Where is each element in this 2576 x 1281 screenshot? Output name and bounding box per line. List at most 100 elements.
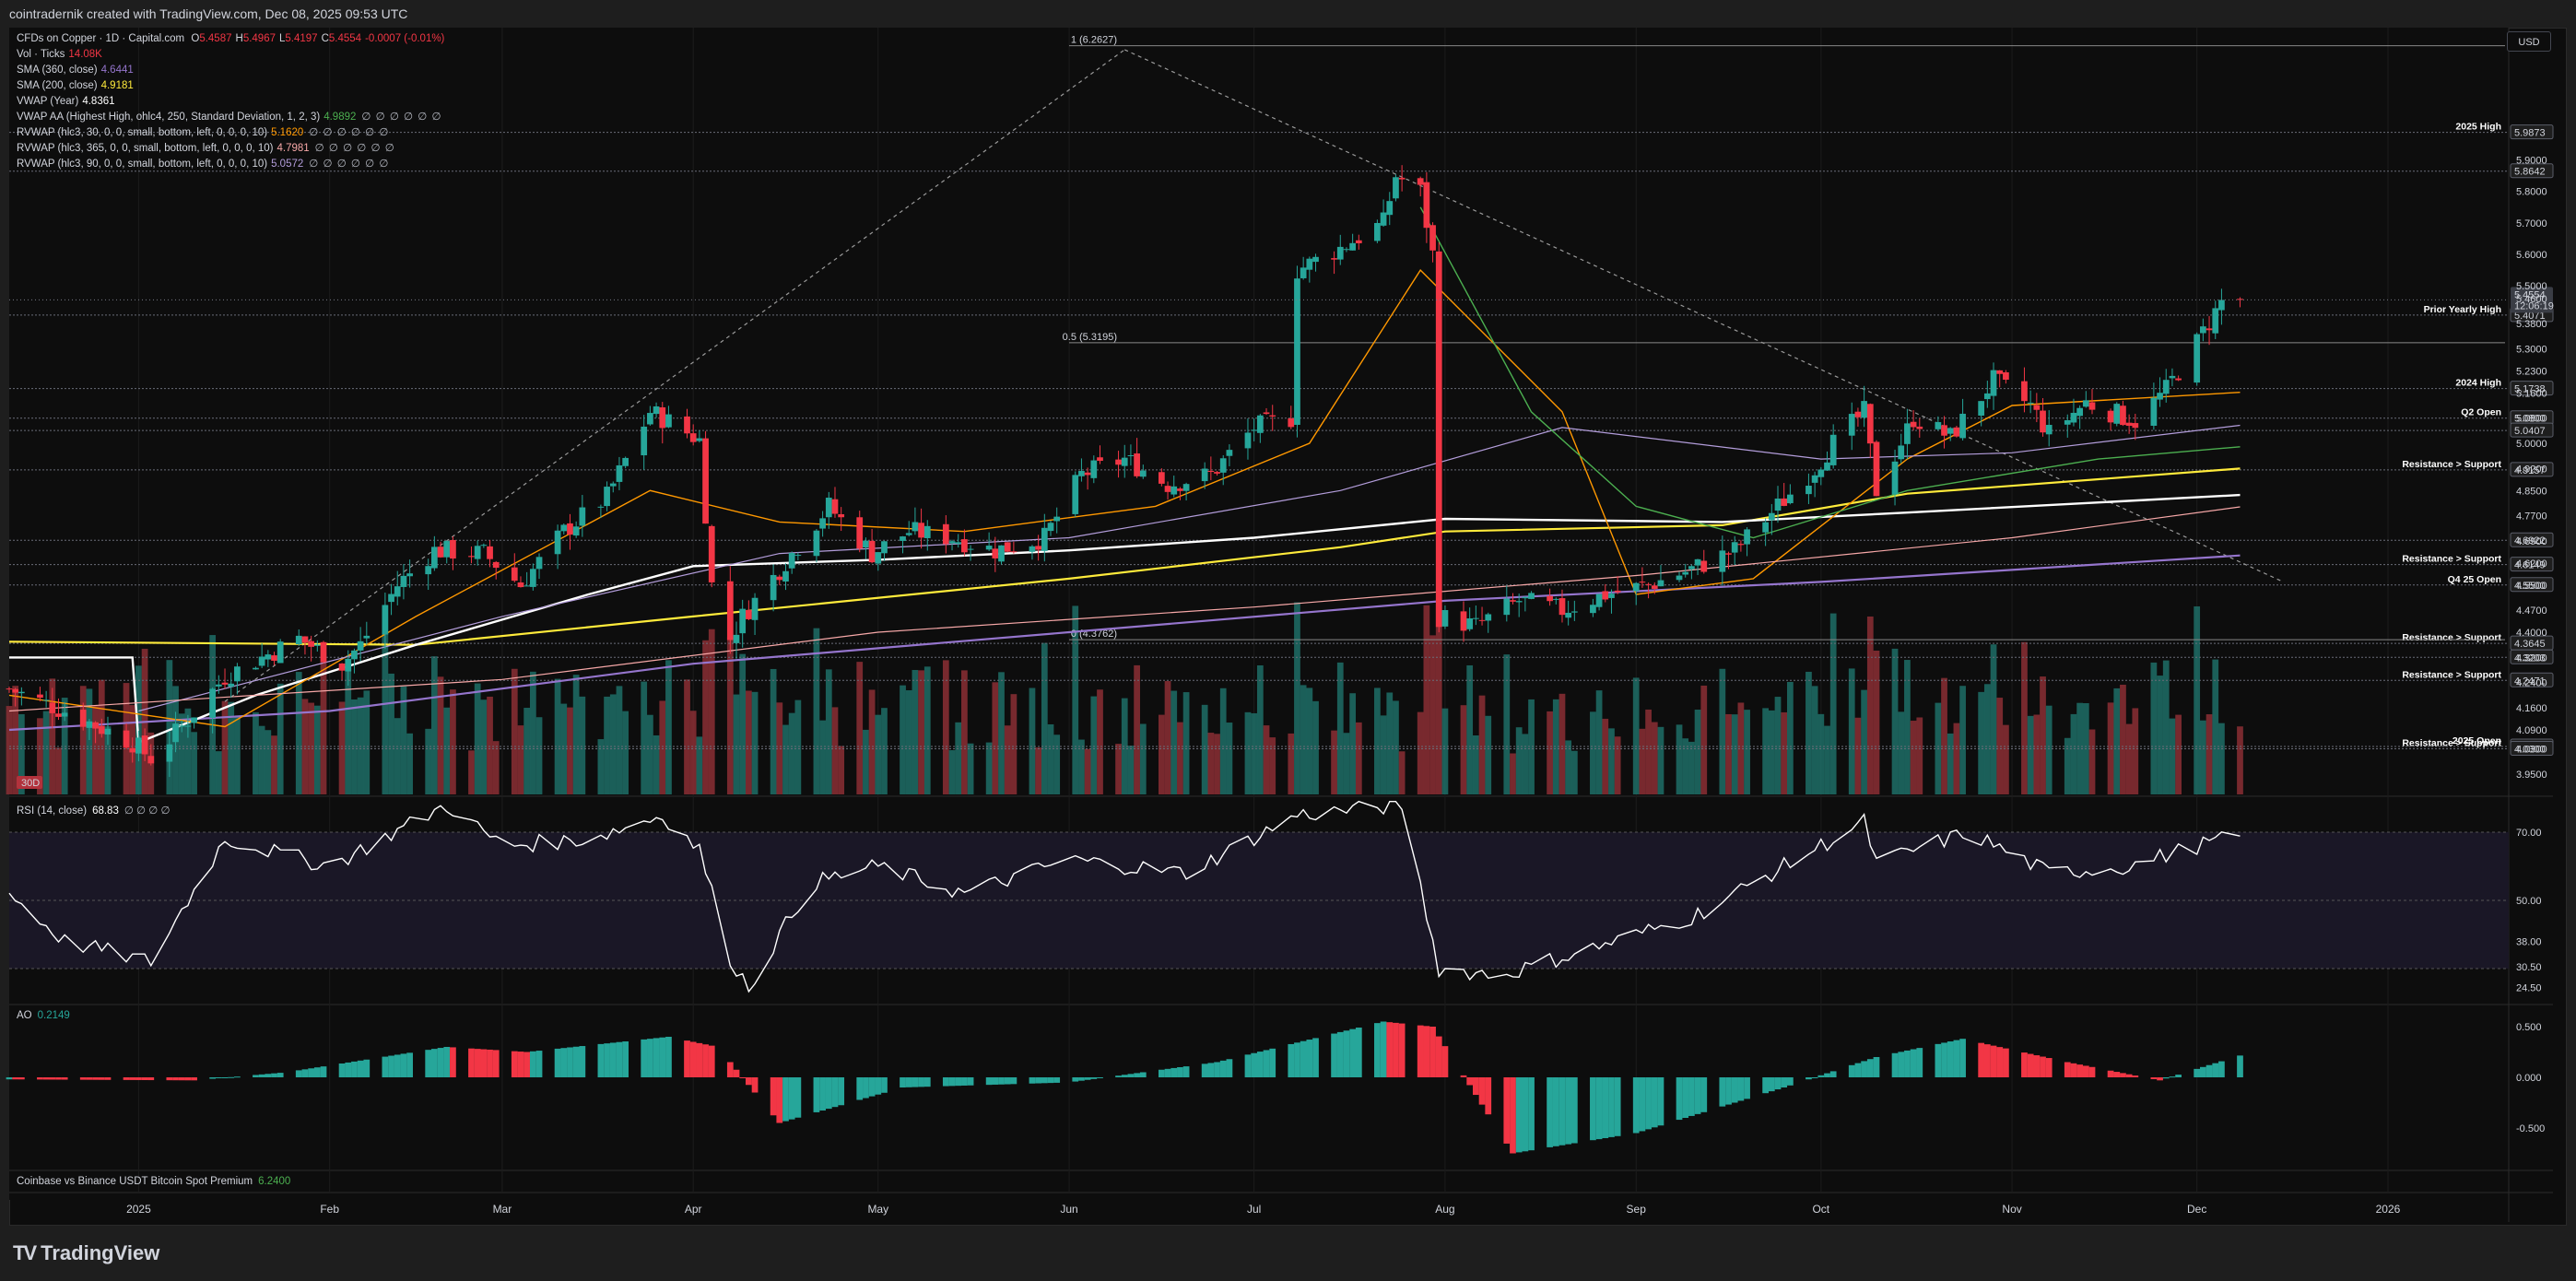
volume-bar	[1996, 698, 2004, 794]
premium-label[interactable]: Coinbase vs Binance USDT Bitcoin Spot Pr…	[17, 1176, 290, 1187]
overlay-line	[8, 506, 2241, 712]
candle-body	[1941, 425, 1947, 436]
indicator-value: 4.9181	[100, 80, 134, 91]
volume-bar	[37, 718, 43, 794]
level-tag: 4.5500	[2514, 581, 2546, 592]
level-tag-box	[2510, 557, 2554, 572]
candle-body	[1916, 426, 1923, 429]
candle-body	[2088, 402, 2096, 410]
tradingview-logo-icon: TV	[13, 1241, 37, 1264]
ao-bar	[1725, 1077, 1732, 1105]
candle-body	[400, 575, 407, 587]
legend-indicator[interactable]: VWAP (Year) 4.8361	[17, 94, 444, 110]
volume-bar	[647, 714, 653, 794]
ao-tick-label: -0.500	[2516, 1123, 2545, 1134]
candle-body	[1386, 201, 1394, 216]
indicator-value: 4.8361	[82, 96, 115, 107]
candle-body	[1694, 558, 1701, 566]
volume-bar	[1688, 741, 1695, 794]
time-tick-label: Jun	[1060, 1203, 1077, 1216]
candle-body	[474, 546, 481, 559]
ao-bar	[1336, 1031, 1344, 1077]
ao-bar	[967, 1077, 974, 1086]
level-tag-box	[2510, 740, 2554, 756]
ao-bar	[172, 1077, 179, 1081]
rsi-tick-label: 30.50	[2516, 962, 2542, 973]
ao-bar	[42, 1077, 50, 1080]
overlay-line	[138, 424, 2241, 712]
volume-bar	[276, 683, 284, 794]
candle-body	[2113, 404, 2121, 424]
candle-body	[98, 725, 105, 735]
rsi-label[interactable]: RSI (14, close) 68.83 ∅ ∅ ∅ ∅	[17, 804, 171, 817]
ao-bar	[560, 1048, 568, 1077]
candle-body	[1177, 488, 1183, 491]
legend-indicator[interactable]: SMA (200, close) 4.9181	[17, 78, 444, 94]
price-tick-label: 5.0800	[2516, 414, 2547, 425]
candle-body	[1164, 486, 1171, 492]
candle-body	[1645, 583, 1652, 585]
legend-indicator[interactable]: VWAP AA (Highest High, ohlc4, 250, Stand…	[17, 110, 444, 125]
volume-bar	[12, 686, 19, 794]
volume-bar	[394, 718, 401, 794]
volume-bar	[641, 681, 648, 794]
volume-bar	[184, 708, 192, 794]
volume-bar	[2113, 688, 2121, 794]
ao-bar	[517, 1052, 524, 1077]
volume-bar	[49, 678, 56, 794]
candle-body	[1047, 523, 1054, 532]
overlay-line	[8, 268, 2241, 728]
volume-bar	[825, 669, 832, 794]
volume-bar	[1806, 671, 1812, 794]
volume-bar	[1417, 711, 1424, 794]
candle-body	[819, 518, 826, 529]
level-label: Resistance > Support	[2402, 632, 2501, 643]
ao-bar	[1866, 1059, 1874, 1077]
ao-bar	[1854, 1063, 1862, 1077]
fib-label: 0.5 (5.3195)	[1063, 332, 1117, 343]
ao-bar	[992, 1077, 999, 1085]
candle-body	[363, 635, 371, 639]
time-tick-label: Jul	[1247, 1203, 1261, 1216]
candle-body	[228, 683, 235, 688]
volume-bar	[1374, 688, 1381, 794]
symbol-name[interactable]: CFDs on Copper · 1D · Capital.com	[17, 33, 185, 44]
candle-body	[751, 597, 759, 620]
legend-indicator[interactable]: Vol · Ticks 14.08K	[17, 47, 444, 63]
candle-body	[1762, 522, 1769, 533]
ao-bar	[1595, 1077, 1603, 1140]
volume-bar	[320, 662, 327, 794]
ao-bar	[863, 1077, 869, 1099]
candle-body	[1244, 432, 1252, 449]
tradingview-brand[interactable]: TV TradingView	[13, 1237, 159, 1270]
indicator-label: Vol · Ticks	[17, 49, 65, 60]
ao-bar	[2205, 1064, 2213, 1077]
candle-body	[529, 569, 536, 587]
volume-bar	[1515, 727, 1523, 794]
candle-body	[560, 524, 568, 532]
volume-bar	[900, 685, 906, 794]
ao-bar	[437, 1048, 444, 1077]
ao-bar	[1374, 1023, 1381, 1077]
time-tick-label: Feb	[320, 1203, 339, 1216]
volume-bar	[1676, 724, 1683, 794]
legend-indicator[interactable]: RVWAP (hlc3, 90, 0, 0, small, bottom, le…	[17, 157, 444, 172]
legend-indicator[interactable]: SMA (360, close) 4.6441	[17, 63, 444, 78]
volume-bar	[1219, 688, 1227, 794]
legend-indicator[interactable]: RVWAP (hlc3, 365, 0, 0, small, bottom, l…	[17, 141, 444, 157]
ao-bar	[2125, 1074, 2133, 1077]
currency-button[interactable]: USD	[2507, 31, 2551, 52]
level-tag-box	[2510, 577, 2554, 593]
time-tick-label: Oct	[1812, 1203, 1829, 1216]
volume-bar	[992, 682, 999, 794]
legend-indicator[interactable]: RVWAP (hlc3, 30, 0, 0, small, bottom, le…	[17, 125, 444, 141]
ao-bar	[881, 1077, 888, 1093]
ao-bar	[2157, 1077, 2163, 1081]
candle-body	[1657, 580, 1664, 587]
level-label: Resistance > Support	[2402, 459, 2501, 470]
ao-bar	[948, 1077, 956, 1087]
ao-label[interactable]: AO 0.2149	[17, 1010, 70, 1021]
indicator-label: SMA (360, close)	[17, 65, 98, 76]
volume-bar	[480, 699, 488, 794]
